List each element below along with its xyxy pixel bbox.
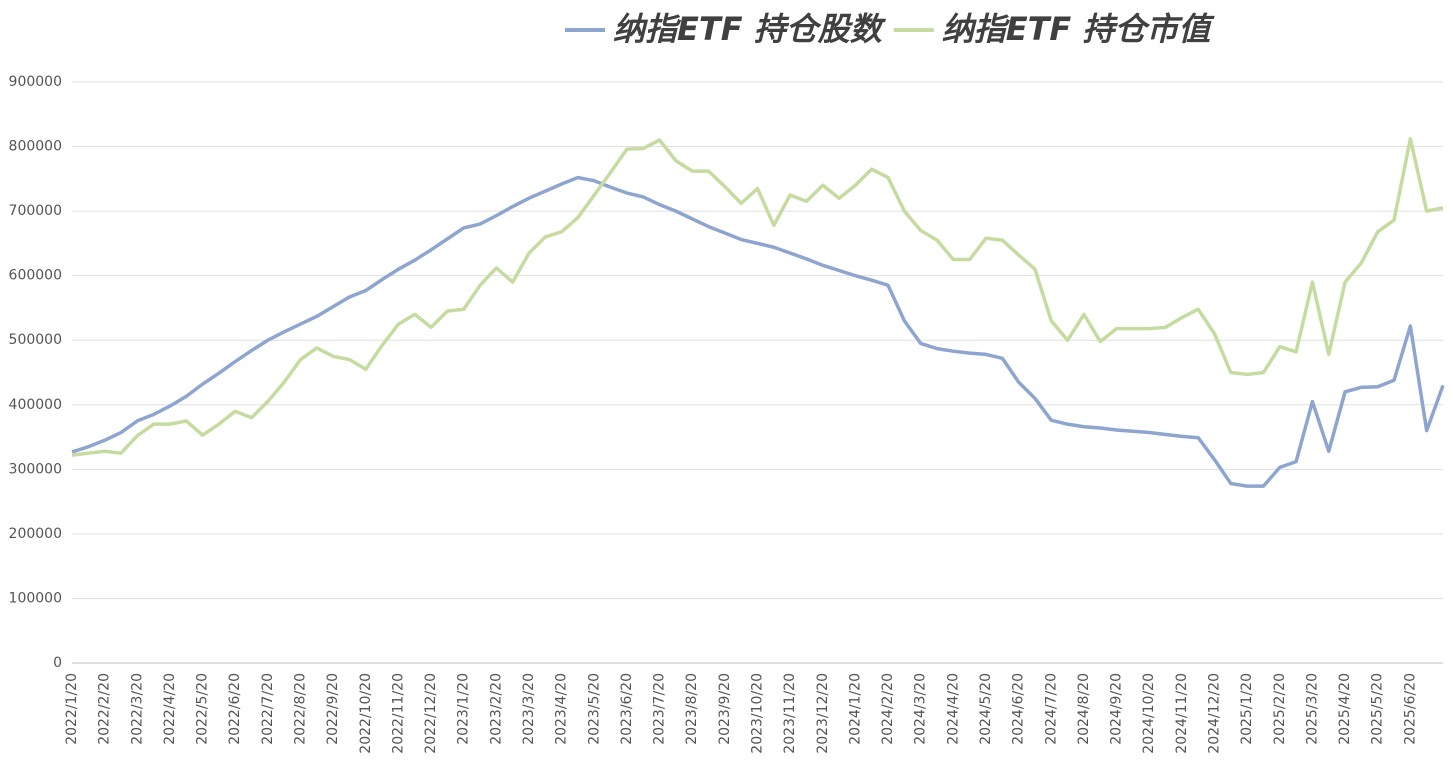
x-tick-label: 2024/9/20 [1109, 673, 1125, 745]
x-tick-label: 2023/3/20 [521, 673, 537, 745]
y-tick-label: 100000 [9, 590, 62, 606]
x-tick-label: 2024/6/20 [1011, 673, 1027, 745]
x-tick-label: 2025/3/20 [1304, 673, 1320, 745]
x-tick-label: 2023/5/20 [586, 673, 602, 745]
x-tick-label: 2025/2/20 [1272, 673, 1288, 745]
x-tick-label: 2023/9/20 [717, 673, 733, 745]
x-tick-label: 2022/10/20 [358, 673, 374, 754]
x-tick-label: 2023/10/20 [750, 673, 766, 754]
x-tick-label: 2023/7/20 [652, 673, 668, 745]
x-tick-label: 2023/8/20 [684, 673, 700, 745]
x-tick-label: 2024/10/20 [1141, 673, 1157, 754]
y-tick-label: 900000 [9, 74, 62, 90]
x-tick-label: 2022/8/20 [293, 673, 309, 745]
y-tick-label: 300000 [9, 461, 62, 477]
y-tick-label: 800000 [9, 139, 62, 155]
series-line [71, 175, 1445, 488]
y-tick-label: 600000 [9, 268, 62, 284]
x-tick-label: 2022/3/20 [129, 673, 145, 745]
x-tick-label: 2024/5/20 [978, 673, 994, 745]
legend-label: 纳指ETF 持仓股数 [613, 10, 887, 48]
y-tick-label: 200000 [9, 526, 62, 542]
x-tick-label: 2025/5/20 [1370, 673, 1386, 745]
x-tick-label: 2023/11/20 [782, 673, 798, 754]
x-tick-label: 2023/2/20 [488, 673, 504, 745]
x-tick-label: 2023/6/20 [619, 673, 635, 745]
x-tick-label: 2024/4/20 [945, 673, 961, 745]
x-tick-label: 2023/12/20 [815, 673, 831, 754]
legend-label: 纳指ETF 持仓市值 [942, 10, 1216, 48]
x-tick-label: 2022/5/20 [195, 673, 211, 745]
x-tick-label: 2025/1/20 [1239, 673, 1255, 745]
x-tick-label: 2022/9/20 [325, 673, 341, 745]
x-tick-label: 2022/7/20 [260, 673, 276, 745]
x-tick-label: 2024/1/20 [847, 673, 863, 745]
x-tick-label: 2024/7/20 [1043, 673, 1059, 745]
y-tick-label: 400000 [9, 397, 62, 413]
x-tick-label: 2024/2/20 [880, 673, 896, 745]
x-tick-label: 2025/4/20 [1337, 673, 1353, 745]
y-tick-label: 500000 [9, 332, 62, 348]
x-tick-label: 2022/2/20 [97, 673, 113, 745]
x-tick-label: 2022/6/20 [227, 673, 243, 745]
x-tick-label: 2024/8/20 [1076, 673, 1092, 745]
x-tick-label: 2024/12/20 [1207, 673, 1223, 754]
x-tick-label: 2022/4/20 [162, 673, 178, 745]
y-tick-label: 0 [53, 655, 62, 671]
series-line [71, 137, 1444, 457]
x-tick-label: 2023/4/20 [554, 673, 570, 745]
x-tick-label: 2025/6/20 [1402, 673, 1418, 745]
y-tick-label: 700000 [9, 203, 62, 219]
x-tick-label: 2023/1/20 [456, 673, 472, 745]
x-tick-label: 2022/12/20 [423, 673, 439, 754]
x-tick-label: 2022/11/20 [390, 673, 406, 754]
x-tick-label: 2024/3/20 [913, 673, 929, 745]
x-tick-label: 2022/1/20 [64, 673, 80, 745]
x-tick-label: 2024/11/20 [1174, 673, 1190, 754]
